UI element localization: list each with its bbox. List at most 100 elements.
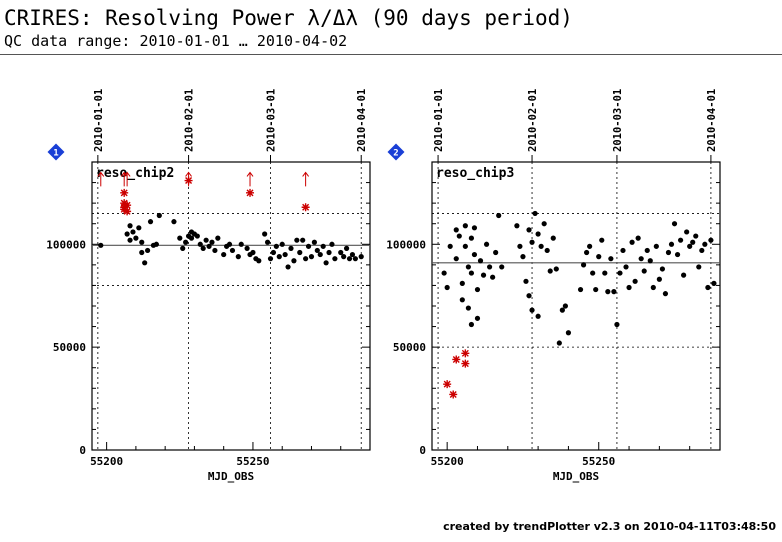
- badge-number: 2: [393, 149, 398, 159]
- data-point: [130, 229, 136, 235]
- data-point: [471, 225, 478, 231]
- data-point: [541, 221, 547, 227]
- outlier-core: [454, 357, 458, 362]
- data-point: [520, 254, 526, 260]
- outlier-core: [125, 203, 129, 207]
- data-point: [465, 264, 471, 270]
- data-point: [279, 241, 285, 247]
- data-point: [294, 237, 300, 243]
- outlier-core: [122, 191, 126, 195]
- data-point: [487, 264, 493, 270]
- data-point: [459, 297, 465, 303]
- offscale-arrow: [185, 171, 192, 187]
- x-axis-label: MJD_OBS: [208, 470, 254, 483]
- outlier-point: [246, 188, 255, 197]
- data-point: [142, 260, 148, 266]
- header-divider: [0, 54, 782, 55]
- plot-frame: [431, 161, 721, 451]
- data-point: [343, 245, 350, 251]
- offscale-arrow: [302, 171, 310, 187]
- y-tick-label: 100000: [46, 238, 86, 251]
- data-point: [346, 256, 353, 262]
- data-point: [550, 235, 556, 241]
- page-subtitle: QC data range: 2010-01-01 … 2010-04-02: [4, 32, 348, 50]
- data-point: [136, 225, 142, 231]
- data-point: [139, 239, 145, 245]
- data-point: [526, 293, 532, 299]
- offscale-arrow: [123, 171, 131, 187]
- data-point: [462, 243, 468, 249]
- date-tick-label: 2010-02-01: [184, 89, 196, 152]
- offscale-arrow: [97, 171, 105, 187]
- data-point: [659, 266, 666, 272]
- data-point: [605, 289, 611, 295]
- badge-diamond: [387, 143, 405, 161]
- data-point: [468, 270, 475, 276]
- data-point: [471, 251, 478, 258]
- data-point: [644, 247, 650, 254]
- data-point: [587, 243, 593, 249]
- data-point: [273, 243, 279, 249]
- data-point: [474, 286, 481, 293]
- series-label: reso_chip2: [96, 166, 174, 181]
- data-point: [496, 212, 502, 219]
- x-tick-label: 55200: [90, 455, 123, 468]
- badge-number: 1: [53, 149, 58, 159]
- date-tick-label: 2010-01-01: [93, 89, 105, 152]
- data-point: [677, 237, 684, 243]
- data-point: [699, 247, 705, 254]
- x-tick-label: 55200: [431, 455, 464, 468]
- outlier-core: [125, 209, 129, 213]
- data-point: [693, 233, 699, 239]
- data-point: [305, 243, 312, 249]
- date-tick-label: 2010-03-01: [612, 89, 624, 152]
- data-point: [523, 278, 529, 284]
- data-point: [547, 268, 553, 274]
- data-point: [235, 254, 241, 260]
- data-point: [650, 284, 656, 291]
- data-point: [285, 264, 291, 270]
- data-point: [314, 247, 320, 254]
- data-point: [468, 321, 475, 328]
- data-point: [323, 260, 329, 266]
- data-point: [529, 307, 535, 313]
- data-point: [267, 256, 274, 262]
- data-point: [311, 239, 317, 245]
- data-point: [565, 330, 572, 336]
- x-tick-label: 55250: [582, 455, 615, 468]
- data-point: [544, 247, 550, 254]
- data-point: [532, 210, 538, 217]
- data-point: [608, 256, 614, 262]
- date-tick-label: 2010-04-01: [706, 89, 718, 152]
- data-point: [596, 254, 602, 260]
- outlier-core: [304, 205, 308, 209]
- x-tick-label: 55250: [236, 455, 269, 468]
- data-point: [705, 284, 711, 291]
- y-tick-label: 50000: [53, 341, 86, 354]
- data-point: [623, 264, 629, 270]
- data-point: [638, 256, 644, 262]
- data-point: [617, 270, 623, 276]
- data-point: [338, 249, 344, 256]
- data-point: [329, 241, 335, 247]
- y-tick-label: 0: [419, 444, 426, 457]
- data-point: [349, 251, 356, 258]
- data-point: [620, 247, 626, 254]
- data-point: [490, 274, 496, 280]
- data-point: [197, 241, 203, 247]
- outlier-point: [120, 188, 129, 197]
- data-point: [212, 247, 218, 254]
- data-point: [180, 245, 186, 251]
- data-point: [535, 231, 541, 237]
- data-point: [133, 235, 139, 241]
- data-point: [641, 268, 647, 274]
- data-point: [553, 266, 559, 272]
- outlier-core: [445, 382, 449, 386]
- data-point: [456, 233, 462, 239]
- offscale-arrow: [246, 171, 254, 187]
- data-point: [668, 241, 675, 247]
- outlier-core: [451, 392, 455, 397]
- data-point: [124, 231, 130, 237]
- data-point: [352, 256, 358, 262]
